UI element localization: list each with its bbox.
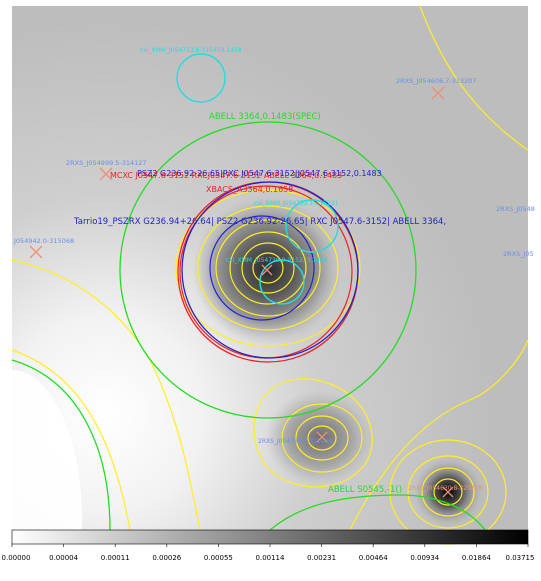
green-circles	[11, 121, 486, 531]
cyan-circle-center	[259, 259, 305, 305]
marker-s3	[442, 486, 454, 498]
marker-left-mid	[29, 245, 43, 259]
label-psz2: PSZ2 G236.92-26.65|RXC J0547.6-3152|J054…	[137, 169, 382, 178]
label-abell-s0545: ABELL S0545,-1()	[328, 485, 402, 495]
contour-core-3	[215, 219, 321, 317]
colorbar-tick-0: 0.00000	[2, 554, 31, 562]
cyan-circle-top	[176, 53, 226, 103]
blue-cluster-circle	[181, 181, 359, 359]
label-rxs-left-top: 2RXS_J054999.5-314127	[66, 159, 147, 167]
x-markers	[29, 86, 454, 498]
label-rxs-lower: 2RXS_J054735.7-315904	[258, 438, 333, 445]
colorbar-tick-9: 0.01864	[462, 554, 491, 562]
marker-core	[261, 264, 273, 276]
label-cyan-center: cxi_XMM_J054730.9-315233.1458	[226, 257, 328, 264]
label-mcxc: MCXC J0547.6-3152 RXCJ0547.6-3152 ABELL …	[110, 171, 342, 180]
label-top-cyan: cxi_XMM_J054713.8-315459.1458	[140, 47, 242, 54]
contour-core-1	[175, 189, 361, 347]
colorbar-tick-1: 0.00004	[49, 554, 78, 562]
marker-s2	[316, 431, 328, 443]
colorbar-ticks	[11, 544, 529, 547]
colorbar-tick-8: 0.00934	[410, 554, 439, 562]
colorbar-tick-6: 0.00231	[307, 554, 336, 562]
label-xbacs: XBACS_A3364,0.1658	[206, 185, 293, 194]
contour-core-5	[241, 242, 295, 294]
left-green-arc	[11, 359, 111, 531]
label-rxs-right-1: 2RXS_J0548	[496, 205, 535, 213]
label-tarrio: Tarrio19_PSZRX G236.94+26.64| PSZ2 G236.…	[73, 217, 446, 227]
secondary-source	[265, 390, 375, 486]
label-abell-spec: ABELL 3364,0.1483(SPEC)	[209, 112, 321, 122]
contour-right	[349, 339, 529, 531]
cluster-core	[193, 195, 343, 345]
contour-s3-4	[433, 478, 463, 506]
bottom-green-arc	[269, 494, 486, 531]
colorbar-tick-10: 0.03715	[506, 554, 535, 562]
colorbar-tick-5: 0.00114	[256, 554, 285, 562]
contour-s2-3	[295, 415, 349, 461]
contour-left-1	[11, 349, 131, 531]
colorbar-tick-2: 0.00011	[101, 554, 130, 562]
contour-s2-4	[307, 425, 337, 451]
contour-s3-2	[407, 455, 489, 529]
contour-s2-1	[253, 378, 373, 488]
contour-s2-2	[281, 403, 363, 473]
contour-core-4	[229, 231, 307, 305]
colorbar-tick-7: 0.00464	[359, 554, 388, 562]
contour-core-6	[252, 252, 284, 284]
colorbar-tick-labels: 0.00000 0.00004 0.00011 0.00026 0.00055 …	[2, 554, 535, 562]
colorbar-tick-4: 0.00055	[204, 554, 233, 562]
label-cyan-mid: cxi_XMM_J054752.1-315231	[254, 200, 339, 207]
marker-left-top	[99, 167, 113, 181]
contour-top-right	[419, 5, 529, 151]
label-rxs-top-right: 2RXS_J054606.7-313207	[396, 77, 477, 85]
colorbar-tick-3: 0.00026	[152, 554, 181, 562]
blue-inner-circle	[209, 215, 315, 321]
cyan-circles	[176, 53, 339, 305]
colorbar: 0.00000 0.00004 0.00011 0.00026 0.00055 …	[2, 529, 535, 562]
contour-core-2	[197, 205, 339, 331]
marker-top-right	[431, 86, 445, 100]
label-rxs-lower-right: 2RXS_J054630.8-320228	[408, 485, 483, 492]
contour-s3-3	[421, 467, 475, 517]
bright-halo	[0, 370, 82, 581]
colorbar-gradient	[11, 529, 529, 545]
image-panel: cxi_XMM_J054713.8-315459.1458 2RXS_J0546…	[0, 5, 535, 581]
cyan-circle-mid	[285, 199, 339, 253]
label-rxs-right-2: 2RXS_J05	[503, 250, 534, 258]
label-rxs-left-mid: J054942.0-315068	[13, 237, 74, 245]
abell-spec-circle	[119, 121, 417, 419]
